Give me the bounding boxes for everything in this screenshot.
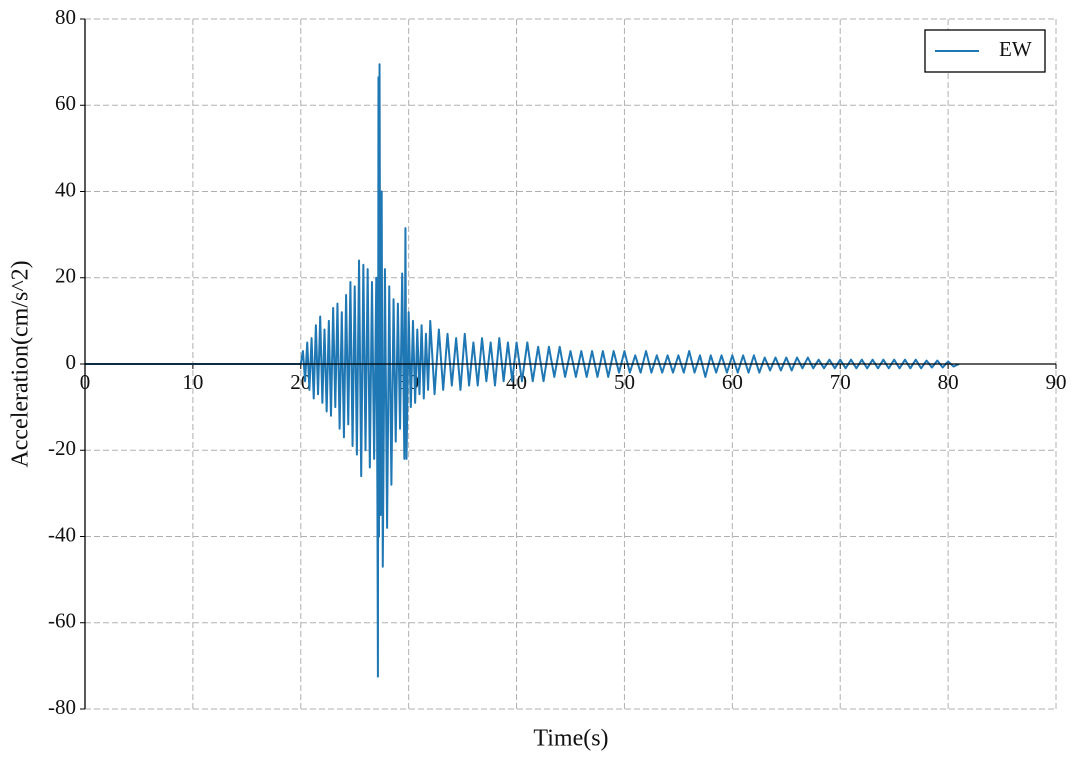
- series-line: [85, 63, 960, 678]
- y-tick-label: 0: [66, 350, 77, 374]
- y-tick-label: -40: [48, 522, 76, 546]
- y-tick-label: -20: [48, 436, 76, 460]
- y-tick-label: 20: [55, 264, 76, 288]
- x-tick-label: 70: [830, 370, 851, 394]
- x-tick-label: 60: [722, 370, 743, 394]
- y-tick-label: -80: [48, 695, 76, 719]
- x-tick-label: 50: [614, 370, 635, 394]
- x-tick-label: 10: [182, 370, 203, 394]
- legend-label: EW: [999, 37, 1032, 61]
- x-tick-label: 90: [1046, 370, 1067, 394]
- x-axis-label: Time(s): [533, 726, 608, 752]
- y-tick-label: 60: [55, 91, 76, 115]
- x-tick-label: 80: [938, 370, 959, 394]
- y-tick-label: 80: [55, 5, 76, 29]
- y-axis-label: Acceleration(cm/s^2): [8, 260, 34, 467]
- y-tick-label: 40: [55, 177, 76, 201]
- y-tick-label: -60: [48, 609, 76, 633]
